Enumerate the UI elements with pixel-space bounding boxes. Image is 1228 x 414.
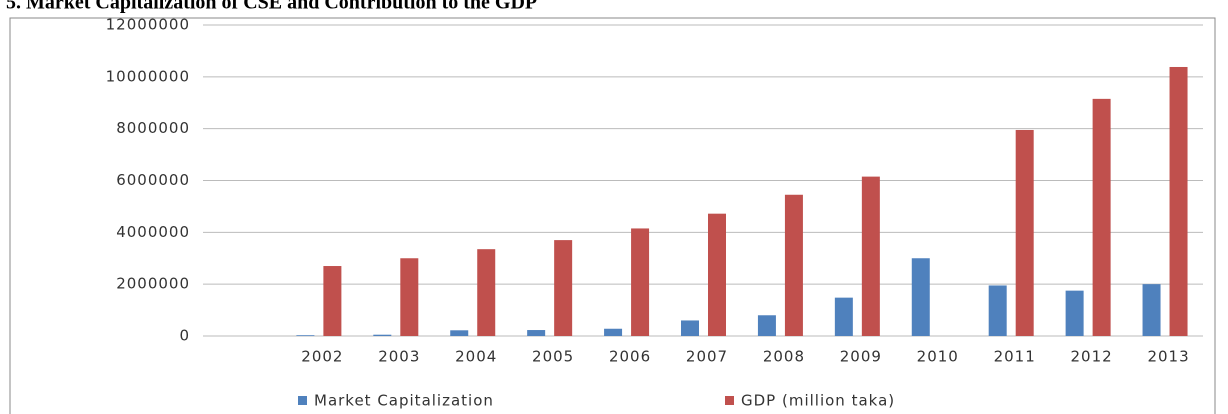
bar [400,258,419,336]
bar [1015,129,1034,336]
bar [1065,290,1084,336]
bar [861,176,880,336]
y-tick-label: 6000000 [116,171,190,189]
bar [631,228,650,336]
bar [477,249,496,336]
x-tick-label: 2013 [1147,348,1189,366]
x-tick-label: 2009 [840,348,882,366]
chart-title: 5. Market Capitalization of CSE and Cont… [6,0,537,14]
x-tick-label: 2007 [686,348,728,366]
x-tick-label: 2005 [532,348,574,366]
bar [450,330,469,336]
bar [296,335,315,336]
bar [604,328,623,336]
bar [1142,284,1161,336]
y-tick-label: 0 [179,327,190,345]
y-tick-label: 4000000 [116,223,190,241]
bar [527,330,546,336]
legend-swatch [725,396,734,405]
bar [834,297,853,336]
legend-label: Market Capitalization [314,392,494,410]
y-tick-label: 2000000 [116,275,190,293]
bar [1092,98,1111,336]
x-tick-label: 2002 [301,348,343,366]
x-tick-label: 2010 [917,348,959,366]
bar [708,213,726,336]
x-tick-label: 2003 [378,348,420,366]
bar [1169,66,1188,337]
x-tick-label: 2012 [1071,348,1113,366]
y-tick-label: 10000000 [106,67,190,85]
x-tick-label: 2006 [609,348,651,366]
legend-swatch [298,396,307,405]
y-tick-label: 12000000 [106,16,190,34]
bar [911,258,930,336]
chart-frame [9,17,1216,414]
bar [323,266,342,336]
bar [554,240,573,336]
bar [373,334,392,336]
x-tick-label: 2008 [763,348,805,366]
bar [681,320,699,336]
bar [988,285,1007,336]
x-tick-label: 2004 [455,348,497,366]
bar [784,194,803,336]
y-tick-label: 8000000 [116,119,190,137]
bar [757,315,776,336]
legend-label: GDP (million taka) [741,392,895,410]
x-tick-label: 2011 [994,348,1036,366]
